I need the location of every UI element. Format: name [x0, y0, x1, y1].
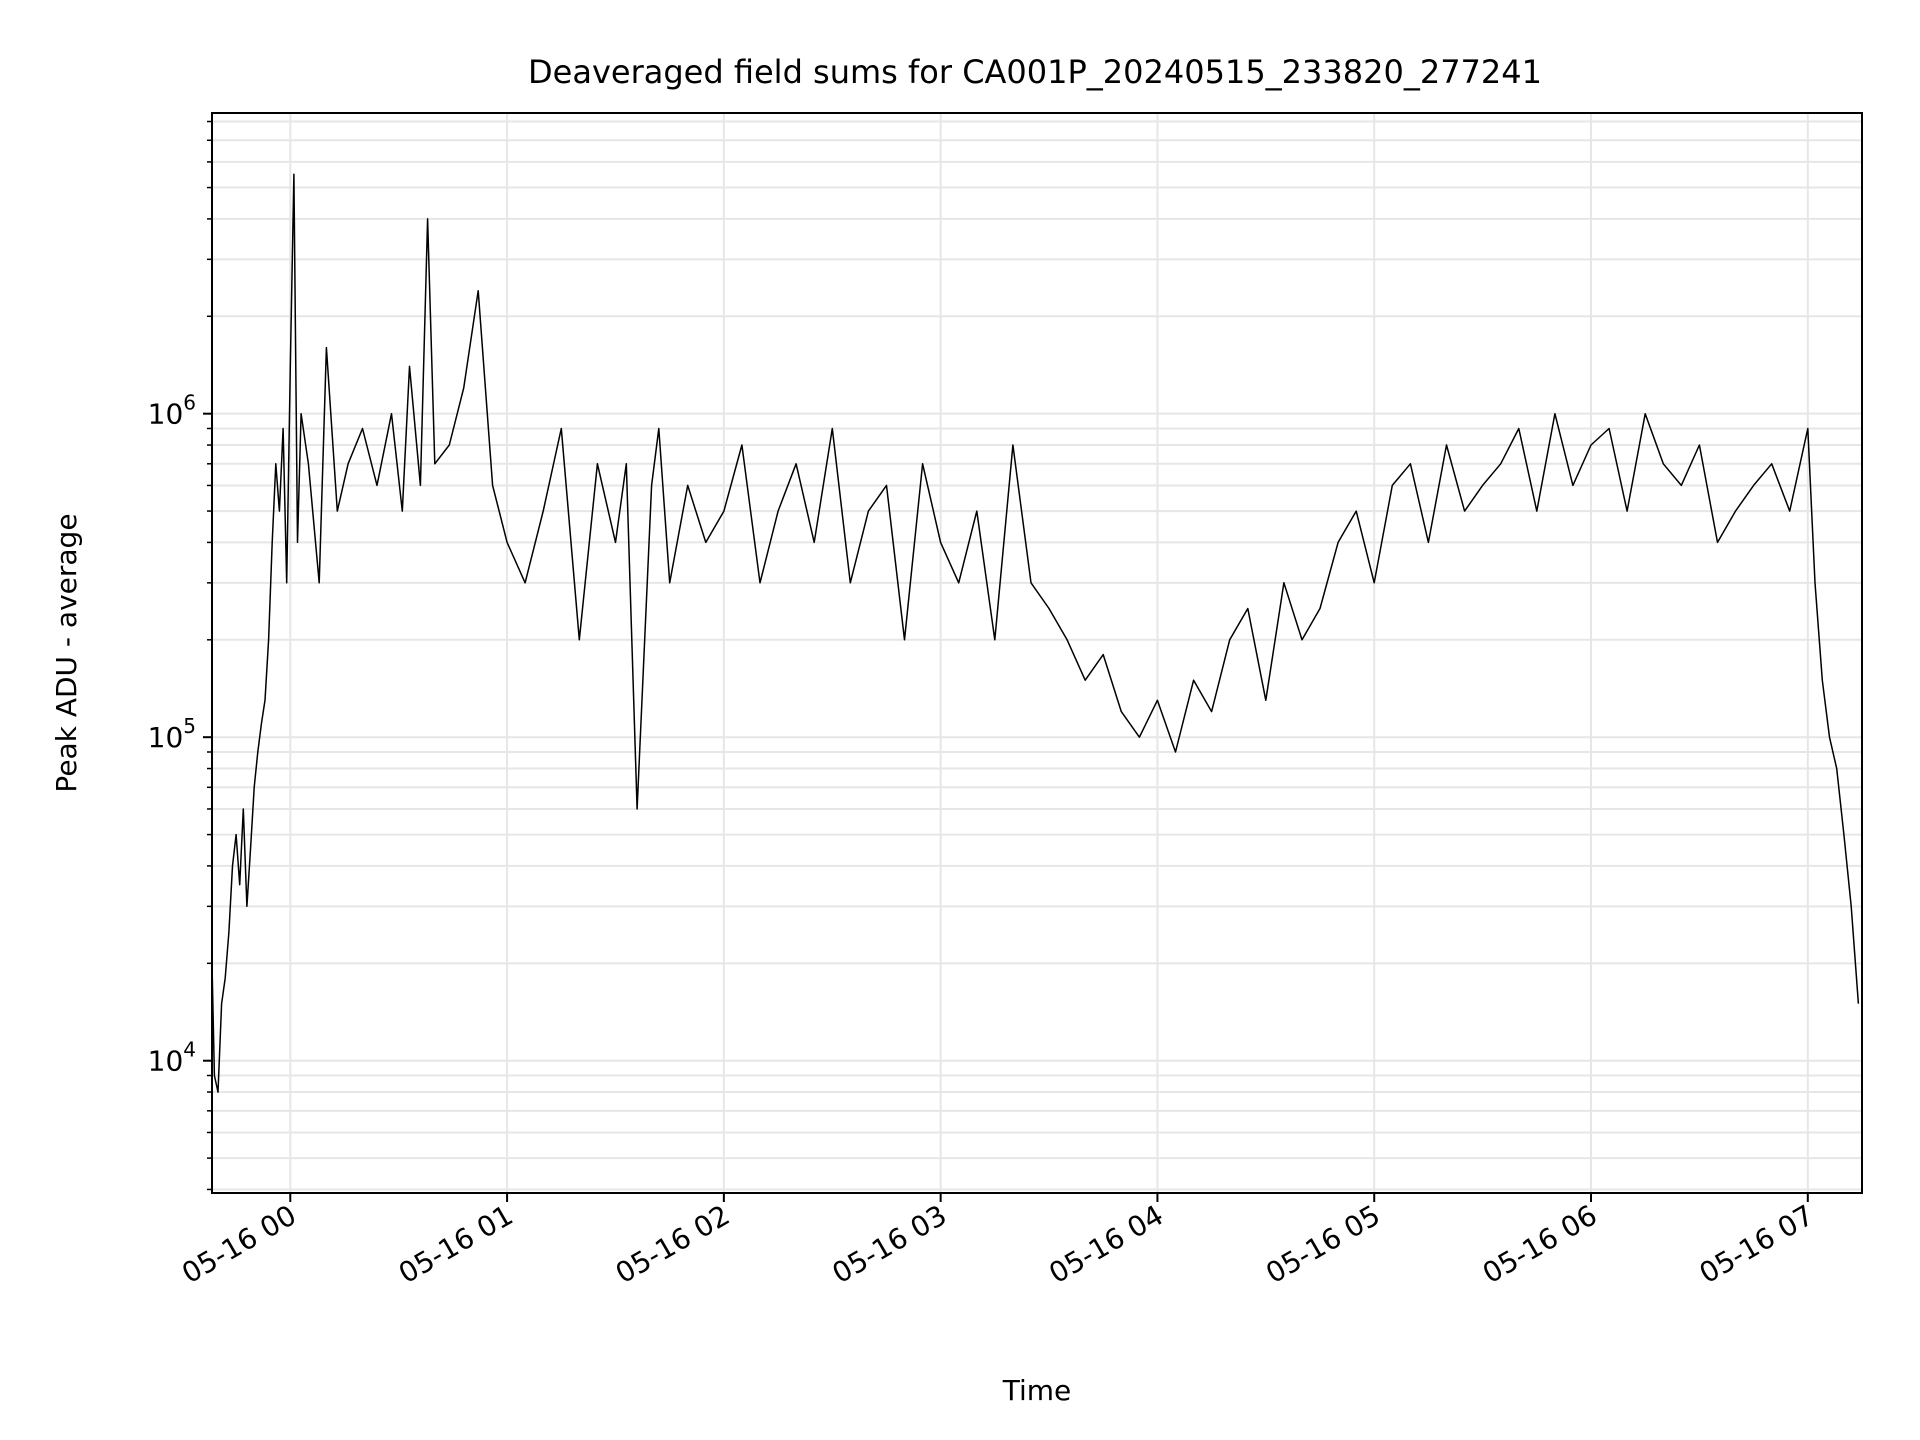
grid [212, 113, 1862, 1193]
plot-frame [211, 112, 1863, 1194]
ticks: 104 105 106 05-16 00 05-16 01 05-16 02 05-16 0… [148, 120, 1820, 1290]
x-tick-label: 05-16 03 [827, 1198, 953, 1290]
x-tick-label: 05-16 07 [1694, 1198, 1820, 1290]
x-tick-label: 05-16 05 [1260, 1198, 1386, 1290]
x-tick-label: 05-16 02 [610, 1198, 736, 1290]
y-tick-label: 105 [148, 714, 196, 754]
x-tick-label: 05-16 01 [393, 1198, 519, 1290]
y-tick-label: 106 [148, 391, 196, 431]
x-tick-label: 05-16 04 [1043, 1198, 1169, 1290]
x-tick-label: 05-16 06 [1477, 1198, 1603, 1290]
x-axis-label: Time [1002, 1374, 1072, 1407]
y-tick-label: 104 [148, 1038, 196, 1078]
chart-title: Deaveraged field sums for CA001P_2024051… [528, 53, 1542, 91]
x-tick-label: 05-16 00 [176, 1198, 302, 1290]
data-series-line [211, 173, 1860, 1093]
series-layer [211, 173, 1860, 1093]
y-axis-label: Peak ADU - average [50, 513, 83, 792]
